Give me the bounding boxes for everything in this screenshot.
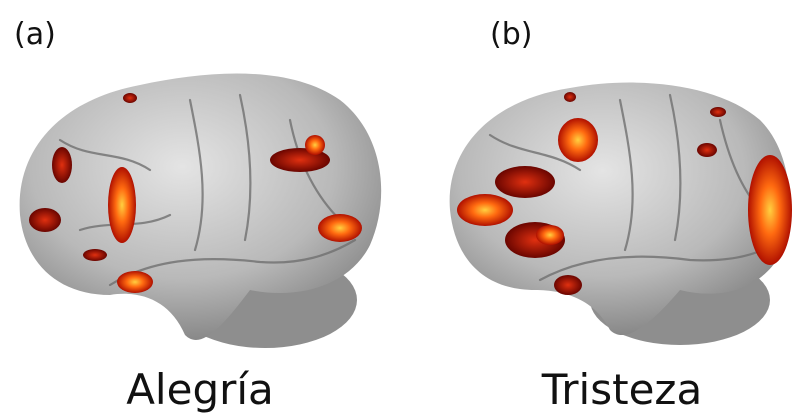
activation (318, 214, 362, 242)
activation (108, 167, 136, 243)
activation (748, 155, 792, 265)
panel-label: (b) (490, 17, 532, 52)
panel-a: (a) Alegría (14, 17, 381, 414)
activation (305, 135, 325, 155)
figure: (a) Alegría (b) (0, 0, 805, 417)
page: {"panels": [{"label": "(a)", "caption": … (0, 0, 805, 417)
activation (564, 92, 576, 102)
activation (697, 143, 717, 157)
activation (457, 194, 513, 226)
activation (554, 275, 582, 295)
activation (558, 118, 598, 162)
activation (495, 166, 555, 198)
panel-label: (a) (14, 17, 56, 52)
caption: Tristeza (541, 365, 702, 414)
activation (52, 147, 72, 183)
activation (710, 107, 726, 117)
activation (123, 93, 137, 103)
panel-b: (b) Tristeza (450, 17, 792, 414)
activation (536, 225, 564, 245)
activation (83, 249, 107, 261)
activation (29, 208, 61, 232)
caption: Alegría (126, 365, 274, 414)
activation (117, 271, 153, 293)
brain (450, 83, 792, 345)
brain (20, 74, 382, 348)
